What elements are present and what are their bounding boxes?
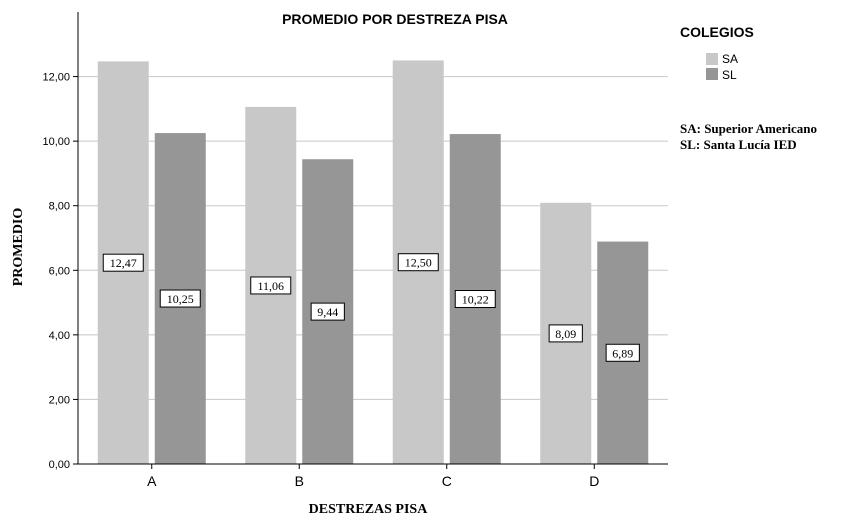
y-tick-label: 2,00 bbox=[49, 394, 70, 406]
legend-swatch-sa bbox=[706, 53, 718, 65]
legend-swatch-sl bbox=[706, 68, 718, 80]
data-label-box bbox=[454, 290, 496, 309]
data-label: 11,06 bbox=[257, 279, 284, 293]
data-label-box bbox=[102, 253, 144, 272]
legend: COLEGIOS SA SL bbox=[680, 24, 754, 82]
data-label: 6,89 bbox=[612, 346, 633, 360]
y-tick-label: 12,00 bbox=[42, 72, 70, 84]
legend-label-sl: SL bbox=[722, 68, 737, 82]
legend-label-sa: SA bbox=[722, 52, 738, 66]
data-label-box bbox=[397, 253, 439, 272]
data-label: 12,47 bbox=[110, 256, 137, 270]
data-label: 10,22 bbox=[462, 293, 489, 307]
data-label: 12,50 bbox=[405, 256, 432, 270]
y-tick-label: 10,00 bbox=[42, 136, 70, 148]
y-tick-label: 0,00 bbox=[49, 459, 70, 471]
data-labels: 12,47 10,25 11,06 9,44 12,50 10,22 8,09 6,89 bbox=[102, 253, 640, 362]
x-tick-label: A bbox=[147, 473, 157, 489]
data-label-box bbox=[159, 289, 201, 308]
note-sa: SA: Superior Americano bbox=[680, 121, 817, 136]
x-tick-label: C bbox=[442, 473, 452, 489]
y-tick-label: 4,00 bbox=[49, 330, 70, 342]
y-tick-label: 8,00 bbox=[49, 201, 70, 213]
data-label-box bbox=[605, 343, 640, 362]
x-tick-label: B bbox=[295, 473, 304, 489]
y-tick-label: 6,00 bbox=[49, 265, 70, 277]
data-label-box bbox=[310, 302, 345, 321]
notes: SA: Superior Americano SL: Santa Lucía I… bbox=[680, 121, 817, 152]
legend-title: COLEGIOS bbox=[680, 24, 754, 40]
data-label: 8,09 bbox=[555, 327, 576, 341]
x-tick-label: D bbox=[589, 473, 599, 489]
data-label-box bbox=[250, 276, 292, 295]
data-label: 9,44 bbox=[317, 305, 338, 319]
data-label-box bbox=[548, 324, 583, 343]
data-label: 10,25 bbox=[167, 292, 194, 306]
note-sl: SL: Santa Lucía IED bbox=[680, 137, 797, 152]
y-axis-title: PROMEDIO bbox=[11, 208, 26, 287]
axes: 0,00 2,00 4,00 6,00 8,00 10,00 12,00 A B C D bbox=[42, 12, 668, 489]
chart-title: PROMEDIO POR DESTREZA PISA bbox=[282, 11, 508, 27]
x-axis-title: DESTREZAS PISA bbox=[309, 502, 429, 517]
